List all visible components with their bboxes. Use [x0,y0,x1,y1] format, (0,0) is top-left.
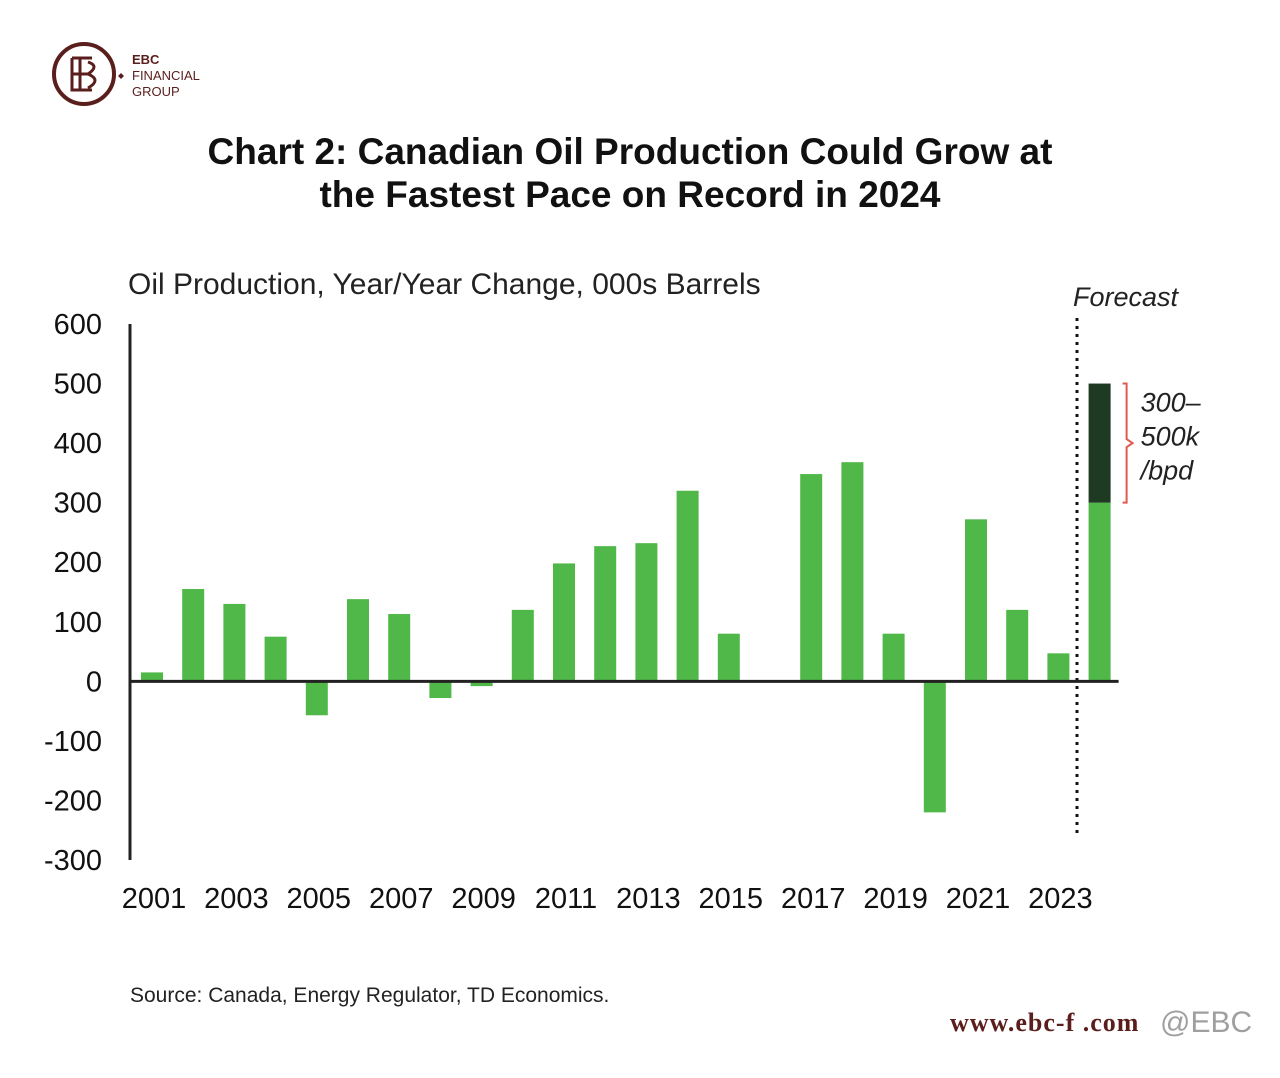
bar-2019 [882,633,905,682]
bar-2001 [141,672,163,682]
forecast-bracket [1122,382,1135,504]
ebc-logo [52,42,124,106]
bar-2013 [635,543,658,682]
bar-2017 [800,474,823,682]
forecast-range-label: /bpd [1139,456,1195,486]
x-tick-label: 2021 [946,883,1011,915]
bar-2008 [429,681,452,699]
y-tick-label: -300 [44,845,102,877]
brand-line2: GROUP [132,84,180,99]
y-tick-label: 300 [54,488,102,520]
y-tick-label: 400 [54,428,102,460]
bar-2015 [717,633,740,682]
bar-2018 [841,462,864,682]
bar-2012 [594,546,617,682]
y-tick-label: 600 [54,309,102,341]
forecast-range-label: 300– [1141,388,1202,418]
brand-name: EBC [132,52,160,67]
x-tick-label: 2015 [699,883,764,915]
x-tick-label: 2023 [1028,883,1093,915]
y-tick-label: 500 [54,369,102,401]
x-tick-label: 2005 [287,883,352,915]
watermark-url-main: www.ebc-f [950,1008,1076,1037]
bar-2010 [511,609,534,682]
bar-2024 [1088,502,1111,682]
y-tick-label: -100 [44,726,102,758]
bar-2003 [223,603,246,682]
y-tick-label: 100 [54,607,102,639]
x-tick-label: 2011 [535,883,597,915]
bar-2007 [388,614,411,682]
bar-2009 [470,681,493,687]
logo-monogram-icon [70,56,97,92]
bar-2022 [1006,609,1029,682]
bar-2021 [965,519,987,682]
chart-title-line1: Chart 2: Canadian Oil Production Could G… [207,131,1053,172]
y-tick-label: 200 [54,547,102,579]
x-tick-label: 2019 [863,883,928,915]
x-tick-label: 2017 [781,883,846,915]
forecast-range-label: 500k [1141,422,1201,452]
logo-star-icon [118,73,124,79]
x-tick-label: 2007 [369,883,434,915]
logo-wordmark: EBC FINANCIAL GROUP [132,52,200,100]
chart-title: Chart 2: Canadian Oil Production Could G… [0,130,1260,216]
source-note: Source: Canada, Energy Regulator, TD Eco… [130,984,610,1007]
watermark-brand: @EBC [1160,1006,1253,1039]
x-tick-label: 2009 [451,883,516,915]
bar-2002 [182,589,205,682]
bar-2006 [347,599,369,682]
chart-subtitle: Oil Production, Year/Year Change, 000s B… [128,268,761,301]
chart-title-line2: the Fastest Pace on Record in 2024 [319,174,941,215]
y-tick-label: -200 [44,785,102,817]
bar-2020 [923,681,946,813]
y-tick-label: 0 [86,666,102,698]
x-tick-label: 2003 [204,883,269,915]
logo-circle-icon [52,42,116,106]
brand-line1: FINANCIAL [132,68,200,83]
bar-2005 [305,681,328,716]
bar-2023 [1047,653,1070,682]
bar-2004 [264,636,287,682]
x-tick-label: 2001 [122,883,187,915]
x-tick-label: 2013 [616,883,681,915]
bar-2011 [553,563,575,682]
forecast-range-bar [1088,383,1111,503]
watermark-url: www.ebc-f .com [950,1008,1139,1038]
bar-2014 [676,490,699,682]
watermark-url-suffix: .com [1082,1008,1140,1037]
forecast-label: Forecast [1073,282,1180,312]
